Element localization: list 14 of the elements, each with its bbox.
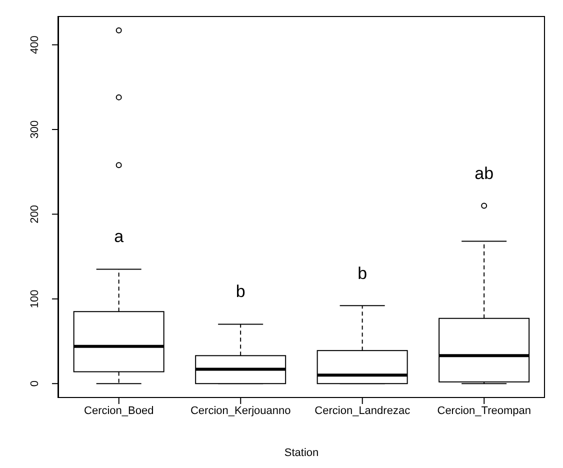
y-tick-label: 300 [29, 120, 41, 139]
y-tick-label: 0 [29, 380, 41, 387]
annotation: b [234, 282, 246, 302]
x-tick-label: Cercion_Landrezac [314, 404, 411, 417]
y-tick-label: 100 [29, 290, 41, 308]
y-tick-label: 400 [29, 36, 41, 54]
annotation: a [113, 227, 125, 248]
x-axis-title: Station [284, 447, 319, 459]
x-tick-label: Cercion_Boed [84, 404, 154, 417]
y-tick-label: 200 [29, 205, 41, 224]
x-tick-label: Cercion_Kerjouanno [190, 404, 291, 417]
annotation: ab [474, 164, 495, 184]
annotation: b [356, 264, 368, 284]
x-tick-label: Cercion_Treompan [437, 404, 531, 417]
